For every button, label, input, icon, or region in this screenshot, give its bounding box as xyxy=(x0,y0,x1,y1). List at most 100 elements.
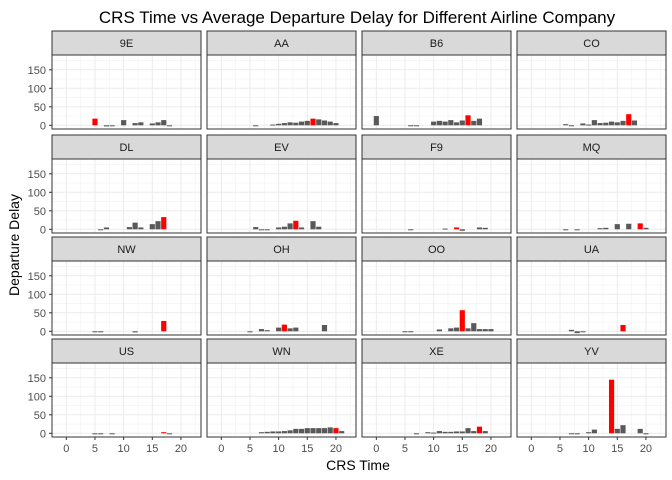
facet-plot-area xyxy=(207,261,356,335)
facet-label: UA xyxy=(584,244,600,256)
facet-panels: 9E AA B6 CO DL EV F9 MQ NW OH OO UA US WN XE YV xyxy=(51,30,667,438)
facet-border xyxy=(51,362,202,438)
bar xyxy=(98,229,104,231)
x-tick-label: 20 xyxy=(485,443,497,455)
facet-border xyxy=(51,54,202,130)
bar xyxy=(586,432,592,434)
bar xyxy=(132,331,138,333)
bar xyxy=(614,428,620,434)
x-tick-label: 0 xyxy=(218,443,224,455)
facet-plot-area xyxy=(52,55,201,129)
bar xyxy=(442,121,448,126)
facet-label: DL xyxy=(119,142,133,154)
facet-plot-area xyxy=(207,363,356,437)
bar xyxy=(166,125,173,127)
x-tick-label: 10 xyxy=(273,443,285,455)
bar xyxy=(103,125,110,127)
x-tick-label: 10 xyxy=(583,443,595,455)
facet-panel: XE xyxy=(361,338,512,438)
bar xyxy=(614,224,620,230)
facet-plot-area xyxy=(517,363,666,437)
facet-plot-area xyxy=(207,159,356,233)
bar xyxy=(453,327,460,332)
x-tick-label: 15 xyxy=(611,443,623,455)
facet-border xyxy=(516,54,667,130)
facet-label: WN xyxy=(272,346,290,358)
bar xyxy=(276,327,282,332)
bar xyxy=(327,427,333,434)
bar xyxy=(637,428,643,434)
bar xyxy=(413,433,420,435)
y-tick-label: 0 xyxy=(40,224,46,236)
bar xyxy=(98,433,104,435)
bar xyxy=(563,124,569,126)
bar xyxy=(138,122,144,126)
facet-border xyxy=(516,260,667,336)
bar xyxy=(155,221,161,230)
bar xyxy=(310,118,316,126)
bar xyxy=(482,227,488,230)
bar xyxy=(574,433,580,435)
bar xyxy=(276,227,282,230)
bar xyxy=(603,227,609,230)
bar xyxy=(408,331,414,333)
bar xyxy=(568,329,575,332)
facet-plot-area xyxy=(517,159,666,233)
bar xyxy=(321,428,328,434)
x-tick-label: 20 xyxy=(175,443,187,455)
y-axis-ticks: 0 50 100 150 0 50 100 150 0 50 100 150 0 50 100 150 xyxy=(28,65,52,440)
facet-plot-area xyxy=(52,363,201,437)
bar xyxy=(270,431,276,434)
bar xyxy=(448,431,454,434)
bar xyxy=(276,431,282,434)
y-tick-label: 100 xyxy=(28,83,46,95)
y-tick-label: 100 xyxy=(28,289,46,301)
bar xyxy=(270,124,276,126)
bar xyxy=(373,116,379,126)
facet-border xyxy=(516,362,667,438)
bar xyxy=(471,120,477,126)
facet-strip xyxy=(516,30,667,56)
facet-label: CO xyxy=(583,38,600,50)
facet-border xyxy=(361,54,512,130)
facet-label: NW xyxy=(117,244,136,256)
facet-strip xyxy=(51,236,202,262)
facet-label: OO xyxy=(428,244,446,256)
bar xyxy=(614,122,620,126)
bar xyxy=(321,325,328,332)
bar xyxy=(631,120,638,126)
bar xyxy=(476,118,483,126)
bar xyxy=(121,120,127,126)
facet-border xyxy=(206,260,357,336)
bar xyxy=(448,120,454,126)
bar xyxy=(149,224,155,230)
facet-border xyxy=(51,158,202,234)
facet-border xyxy=(361,260,512,336)
bar xyxy=(253,125,259,127)
bar xyxy=(287,223,293,230)
facet-panel: UA xyxy=(516,236,667,336)
facet-label: AA xyxy=(274,38,289,50)
facet-plot-area xyxy=(517,261,666,335)
bar xyxy=(258,229,265,231)
bar xyxy=(488,329,494,332)
facet-strip xyxy=(206,338,357,364)
bar xyxy=(92,118,98,126)
bar xyxy=(482,329,488,332)
x-tick-label: 15 xyxy=(146,443,158,455)
x-tick-label: 20 xyxy=(330,443,342,455)
bar xyxy=(293,220,299,230)
facet-label: MQ xyxy=(583,142,601,154)
bar xyxy=(626,223,632,230)
facet-panel: US xyxy=(51,338,202,438)
bar xyxy=(591,120,597,126)
facet-panel: YV xyxy=(516,338,667,438)
bar xyxy=(155,122,161,126)
bar xyxy=(436,431,442,434)
bar xyxy=(459,310,465,332)
facet-plot-area xyxy=(207,55,356,129)
bar xyxy=(408,229,414,231)
bar xyxy=(436,120,442,126)
bar xyxy=(465,328,471,332)
bar xyxy=(304,120,310,126)
